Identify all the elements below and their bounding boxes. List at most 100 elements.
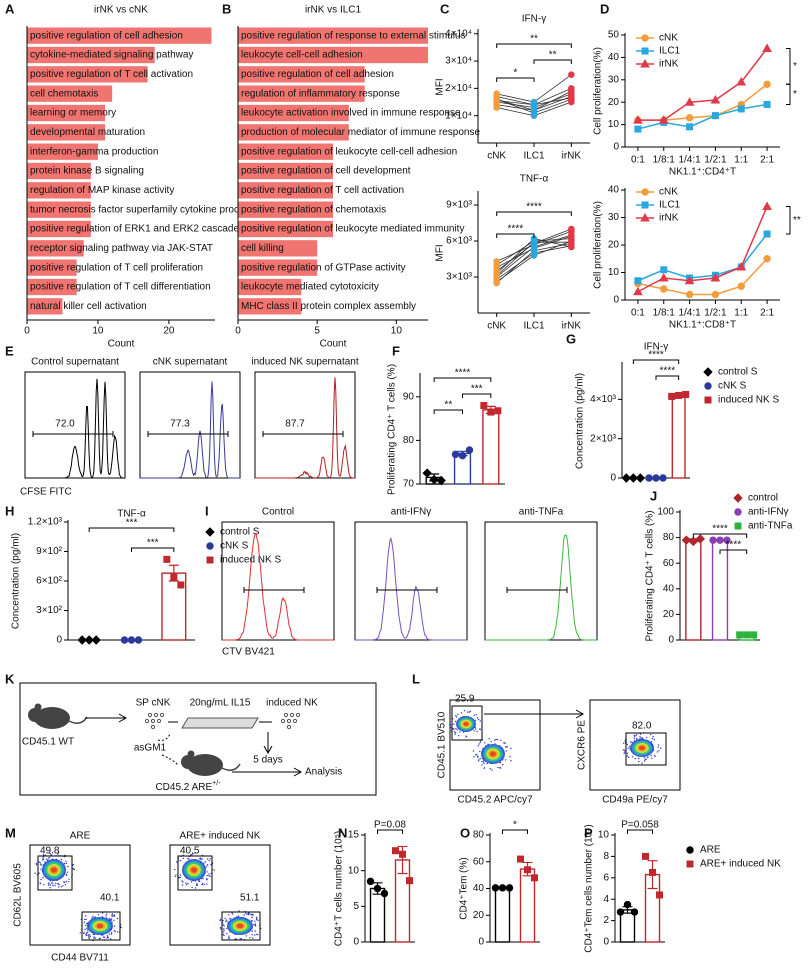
event-dot <box>65 873 68 876</box>
x-tick-label: cNK <box>487 151 506 162</box>
data-point <box>436 475 446 486</box>
event-dot <box>458 735 460 737</box>
event-dot <box>105 915 107 917</box>
arrow <box>157 733 179 766</box>
y-tick-label: 10 <box>608 267 620 278</box>
event-dot <box>639 733 642 735</box>
histogram-title: anti-TNFa <box>519 507 564 518</box>
event-dot <box>62 885 64 887</box>
event-dot <box>650 733 652 736</box>
y-axis-label: CD4⁺Tem cells number (10⁵) <box>584 824 595 952</box>
event-dot <box>477 756 479 758</box>
category-label: cell chemotaxis <box>30 88 98 99</box>
event-dot <box>247 913 250 916</box>
category-label: cytokine-mediated signaling pathway <box>30 50 193 61</box>
y-tick-label: 20 <box>608 240 620 251</box>
legend-label: ILC1 <box>659 200 681 211</box>
event-dot <box>79 932 82 934</box>
y-tick-label: 0 <box>478 937 484 948</box>
data-point <box>163 555 171 563</box>
event-dot <box>60 858 63 861</box>
x-tick-label: irNK <box>562 321 582 332</box>
plot-frame <box>24 371 126 479</box>
event-dot <box>623 752 625 754</box>
y-axis-label: CD45.1 BV510 <box>437 711 448 778</box>
event-dot <box>226 919 228 921</box>
bar <box>27 201 91 218</box>
event-dot <box>181 880 183 882</box>
significance-label: **** <box>660 366 676 377</box>
event-dot <box>456 729 458 731</box>
data-point <box>649 868 656 876</box>
event-dot <box>101 912 104 914</box>
significance-label: P=0.08 <box>374 820 406 831</box>
data-point <box>530 238 538 246</box>
y-tick-label: 90 <box>403 391 415 402</box>
bar <box>27 143 98 160</box>
significance-label: *** <box>471 384 483 395</box>
event-dot <box>92 915 94 917</box>
significance-bracket <box>533 59 572 64</box>
y-tick-label: 1.2×10³ <box>28 517 63 528</box>
event-dot <box>87 931 89 933</box>
arrow <box>85 713 128 723</box>
y-tick-label: 80 <box>403 435 415 446</box>
panel-label: I <box>205 503 209 518</box>
gate <box>221 911 261 941</box>
significance-bracket <box>655 375 680 380</box>
event-dot <box>660 747 662 750</box>
bar <box>238 66 365 83</box>
bar <box>482 409 500 485</box>
event-dot <box>182 857 185 860</box>
event-dot <box>238 910 240 912</box>
event-dot <box>641 737 643 740</box>
legend-label: cNK S <box>718 381 747 392</box>
gate-value: 40.5 <box>180 846 200 857</box>
data-point <box>736 77 747 86</box>
category-label: protein kinase B signaling <box>30 166 144 177</box>
y-tick-label: 0 <box>613 142 619 153</box>
schematic-frame <box>19 682 377 796</box>
event-dot <box>86 923 88 925</box>
event-dot <box>473 730 475 732</box>
event-dot <box>482 761 485 763</box>
event-dot <box>505 750 507 752</box>
x-tick-label: 0:1 <box>631 308 645 319</box>
event-dot <box>479 741 481 744</box>
data-point <box>656 891 663 899</box>
significance-bracket <box>692 533 748 538</box>
event-dot <box>500 739 502 741</box>
plot-frame <box>29 844 131 946</box>
event-dot <box>473 756 475 758</box>
data-point <box>530 252 538 259</box>
event-dot <box>491 769 493 771</box>
y-axis-label: Concentration (pg/ml) <box>575 373 586 469</box>
histogram-title: Control <box>262 507 294 518</box>
legend-label: cNK S <box>220 541 249 552</box>
event-dot <box>219 918 222 920</box>
event-dot <box>254 920 256 922</box>
event-dot <box>178 876 180 879</box>
bar <box>685 539 702 641</box>
legend-label: cNK <box>659 33 678 44</box>
bar <box>27 240 84 257</box>
category-label: interferon-gamma production <box>30 146 158 157</box>
category-label: leukocyte activation involved in immune … <box>241 108 461 119</box>
y-axis-label: Cell proliferation(%) <box>593 201 604 289</box>
event-dot <box>85 924 87 927</box>
event-dot <box>57 853 59 855</box>
event-dot <box>479 728 481 730</box>
legend-marker <box>206 542 214 550</box>
event-dot <box>179 859 181 862</box>
event-dot <box>84 928 86 931</box>
significance-label: ** <box>444 400 452 411</box>
data-point <box>568 238 575 246</box>
event-dot <box>179 874 182 876</box>
event-dot <box>194 887 197 889</box>
event-dot <box>106 937 108 939</box>
bar <box>711 539 729 641</box>
event-dot <box>479 720 481 722</box>
gate-value: 72.0 <box>55 419 75 430</box>
schematic-label: +/- <box>212 780 221 787</box>
event-dot <box>201 858 203 860</box>
